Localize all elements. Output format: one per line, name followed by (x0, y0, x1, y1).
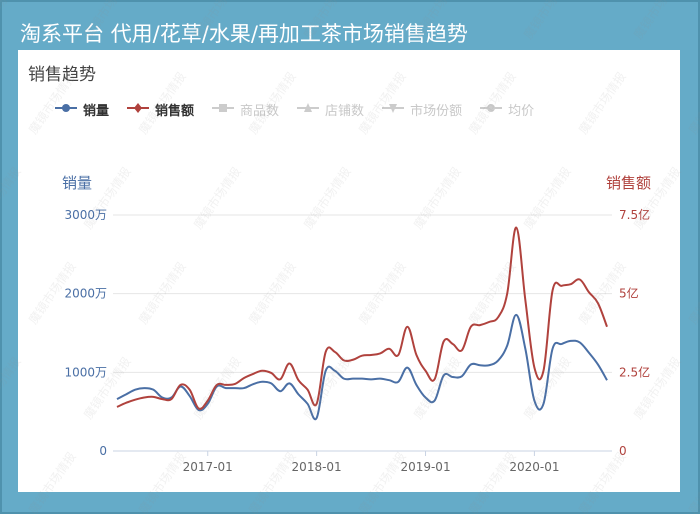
watermark-text: 魔镜市场情报 (685, 259, 700, 327)
watermark-text: 魔镜市场情报 (520, 164, 574, 232)
watermark-text: 魔镜市场情报 (355, 449, 409, 514)
watermark-text: 魔镜市场情报 (190, 164, 244, 232)
watermark-text: 魔镜市场情报 (685, 449, 700, 514)
x-tick-label: 2019-01 (400, 460, 450, 474)
watermark-text: 魔镜市场情报 (575, 449, 629, 514)
watermark-text: 魔镜市场情报 (630, 354, 684, 422)
watermark-text: 魔镜市场情报 (575, 69, 629, 137)
watermark-text: 魔镜市场情报 (465, 259, 519, 327)
right-tick-label: 2.5亿 (619, 364, 650, 379)
legend-label: 销量 (83, 104, 110, 119)
watermark-text: 魔镜市场情报 (25, 69, 79, 137)
x-tick-label: 2020-01 (509, 460, 559, 474)
left-tick-label: 3000万 (64, 208, 107, 222)
watermark-text: 魔镜市场情报 (630, 164, 684, 232)
legend-label: 店铺数 (325, 104, 365, 119)
watermark-text: 魔镜市场情报 (630, 0, 684, 42)
watermark-text: 魔镜市场情报 (465, 449, 519, 514)
watermark-text: 魔镜市场情报 (245, 449, 299, 514)
legend-item-3[interactable]: 店铺数 (297, 100, 364, 119)
legend-label: 均价 (508, 104, 535, 119)
chart-panel: 销售趋势 (18, 50, 680, 492)
left-tick-label: 2000万 (64, 287, 107, 301)
watermark-text: 魔镜市场情报 (355, 259, 409, 327)
series-line-revenue[interactable] (116, 226, 608, 410)
x-tick-label: 2018-01 (292, 460, 342, 474)
watermark-text: 魔镜市场情报 (300, 164, 354, 232)
legend-marker-icon (212, 101, 240, 119)
watermark-text: 魔镜市场情报 (80, 0, 134, 42)
right-tick-label: 7.5亿 (619, 207, 650, 222)
legend-label: 销售额 (155, 104, 195, 119)
watermark-text: 魔镜市场情报 (135, 449, 189, 514)
panel-title: 销售趋势 (28, 65, 96, 85)
watermark-text: 魔镜市场情报 (465, 69, 519, 137)
legend-marker-icon (127, 101, 155, 119)
watermark-text: 魔镜市场情报 (0, 354, 24, 422)
legend-marker-icon (55, 101, 83, 119)
x-tick-label: 2017-01 (183, 460, 233, 474)
watermark-text: 魔镜市场情报 (25, 449, 79, 514)
watermark-text: 魔镜市场情报 (410, 0, 464, 42)
legend-marker-icon (480, 101, 508, 119)
watermark-text: 魔镜市场情报 (135, 69, 189, 137)
left-tick-label: 1000万 (64, 365, 107, 379)
watermark-text: 魔镜市场情报 (300, 354, 354, 422)
legend-item-1[interactable]: 销售额 (127, 100, 194, 119)
watermark-text: 魔镜市场情报 (0, 0, 24, 42)
legend-item-5[interactable]: 均价 (480, 100, 534, 119)
legend-label: 商品数 (240, 104, 280, 119)
right-axis-name: 销售额 (606, 174, 652, 192)
watermark-text: 魔镜市场情报 (0, 164, 24, 232)
legend-label: 市场份额 (410, 104, 463, 119)
legend-item-4[interactable]: 市场份额 (382, 100, 462, 119)
legend-item-0[interactable]: 销量 (55, 100, 109, 119)
watermark-text: 魔镜市场情报 (685, 69, 700, 137)
watermark-text: 魔镜市场情报 (300, 0, 354, 42)
left-axis-name: 销量 (62, 174, 93, 192)
right-tick-label: 5亿 (619, 286, 639, 301)
watermark-text: 魔镜市场情报 (245, 69, 299, 137)
legend-marker-icon (382, 101, 410, 119)
watermark-text: 魔镜市场情报 (355, 69, 409, 137)
page-title: 淘系平台 代用/花草/水果/再加工茶市场销售趋势 (20, 22, 468, 46)
watermark-text: 魔镜市场情报 (80, 354, 134, 422)
chart-legend: 销量 销售额 商品数 店铺数 市场份额 均价 (55, 100, 552, 119)
watermark-text: 魔镜市场情报 (135, 259, 189, 327)
watermark-text: 魔镜市场情报 (410, 164, 464, 232)
legend-marker-icon (297, 101, 325, 119)
right-tick-label: 0 (619, 444, 627, 458)
watermark-text: 魔镜市场情报 (520, 0, 574, 42)
watermark-text: 魔镜市场情报 (245, 259, 299, 327)
left-tick-label: 0 (99, 444, 107, 458)
legend-item-2[interactable]: 商品数 (212, 100, 279, 119)
series-line-volume[interactable] (116, 313, 608, 421)
watermark-text: 魔镜市场情报 (190, 0, 244, 42)
